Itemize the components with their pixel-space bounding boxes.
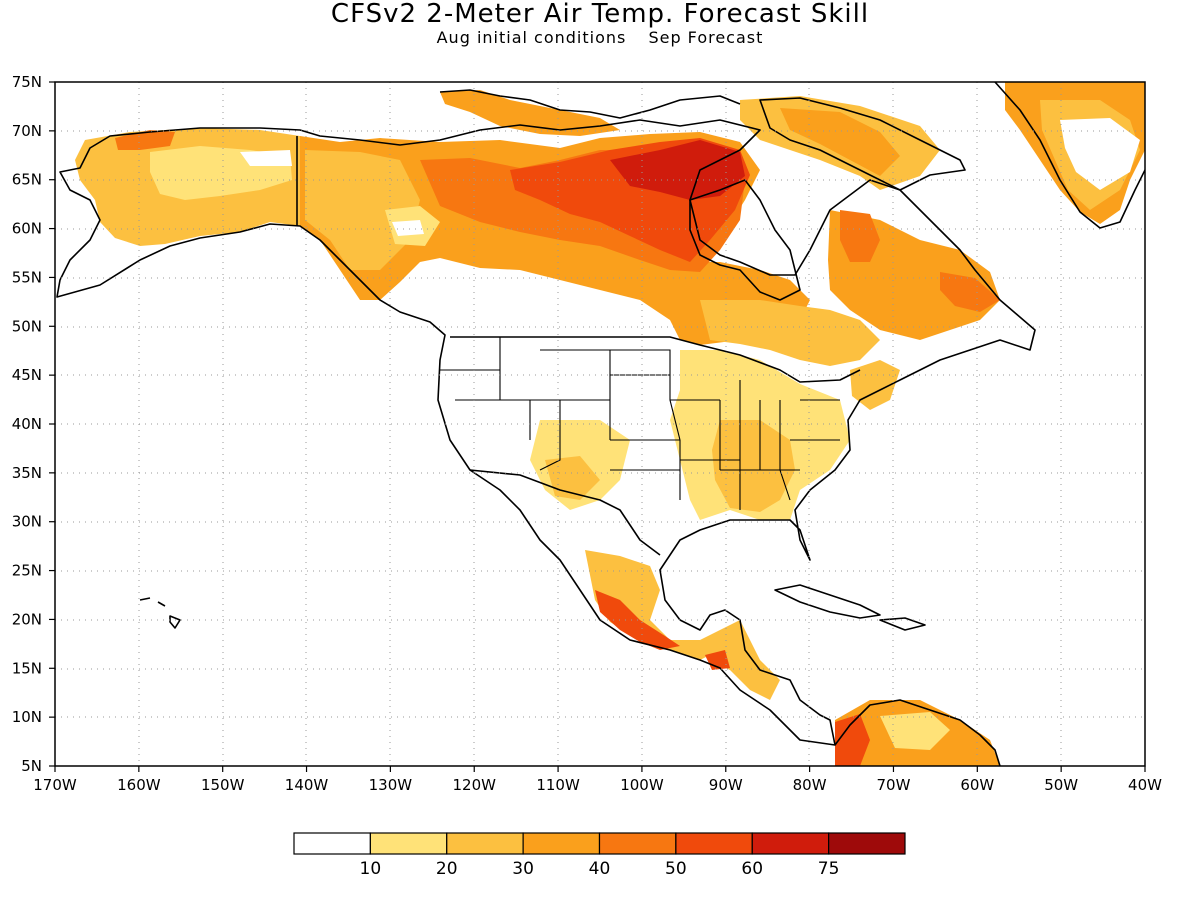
latitude-label: 15N (12, 659, 42, 677)
skill-arctic-east-orange (780, 108, 900, 176)
coastline-arctic-islands (439, 89, 741, 119)
latitude-label: 70N (12, 122, 42, 140)
colorbar-swatch (446, 832, 524, 855)
colorbar-swatch (751, 832, 830, 855)
skill-us-northeast (850, 360, 900, 410)
skill-us-southeast (712, 420, 795, 512)
longitude-label: 110W (536, 776, 580, 794)
map-gridlines (55, 82, 1145, 766)
longitude-label: 160W (117, 776, 161, 794)
coastline-cuba (774, 584, 881, 619)
map-plot-area (55, 82, 1145, 766)
skill-canada-darkred (610, 140, 745, 200)
skill-canada-white (392, 220, 424, 236)
border-us-mexico (469, 469, 661, 556)
colorbar-swatch (675, 832, 753, 855)
colorbar-swatch (828, 832, 906, 855)
longitude-label: 40W (1128, 776, 1162, 794)
latitude-label: 35N (12, 464, 42, 482)
longitude-label: 120W (452, 776, 496, 794)
latitude-label: 45N (12, 366, 42, 384)
skill-arctic-islands (440, 90, 620, 136)
latitude-labels: 75N 70N 65N 60N 55N 50N 45N 40N 35N 30N 25N 20N 15N 1… (12, 73, 42, 775)
coastline-baffin-island (759, 97, 966, 191)
colorbar-label: 20 (436, 859, 458, 879)
colorbar-label: 50 (665, 859, 687, 879)
longitude-label: 50W (1044, 776, 1078, 794)
longitude-ticks (54, 766, 1146, 772)
skill-labrador-red (940, 272, 1000, 312)
longitude-label: 80W (793, 776, 827, 794)
longitude-label: 130W (369, 776, 413, 794)
latitude-label: 50N (12, 317, 42, 335)
latitude-label: 5N (21, 757, 42, 775)
latitude-label: 25N (12, 562, 42, 580)
map-subtitle: Aug initial conditions Sep Forecast (0, 29, 1200, 47)
latitude-label: 30N (12, 513, 42, 531)
skill-alaska-white (240, 150, 292, 166)
longitude-label: 90W (709, 776, 743, 794)
latitude-label: 75N (12, 73, 42, 91)
latitude-label: 20N (12, 610, 42, 628)
latitude-label: 40N (12, 415, 42, 433)
colorbar-swatch (598, 832, 677, 855)
colorbar-label: 75 (818, 859, 840, 879)
map-title: CFSv2 2-Meter Air Temp. Forecast Skill (330, 0, 870, 29)
skill-ontario-quebec (700, 300, 880, 366)
border-us-canada (450, 336, 861, 383)
colorbar-swatch (293, 832, 371, 855)
skill-central-america (700, 620, 780, 700)
latitude-label: 65N (12, 171, 42, 189)
longitude-labels: 170W 160W 150W 140W 130W 120W 110W 100W 90W 80W 70… (33, 776, 1162, 794)
colorbar (293, 832, 906, 855)
subtitle-forecast: Sep Forecast (648, 28, 764, 47)
latitude-label: 55N (12, 268, 42, 286)
longitude-label: 60W (960, 776, 994, 794)
skill-mexico (585, 550, 720, 660)
skill-greenland-white (1060, 118, 1140, 190)
coastline-hispaniola (879, 617, 926, 631)
skill-south-america-low (880, 712, 950, 750)
colorbar-label: 40 (589, 859, 611, 879)
colorbar-swatch (522, 832, 601, 855)
skill-quebec-red (840, 210, 880, 262)
colorbar-labels: 10 20 30 40 50 60 75 (360, 859, 840, 879)
longitude-label: 150W (201, 776, 245, 794)
coastline-hudson-bay (689, 179, 801, 301)
subtitle-initial-conditions: Aug initial conditions (436, 28, 627, 47)
state-borders (440, 337, 840, 510)
skill-shading (75, 82, 1145, 766)
skill-alaska-north (115, 130, 175, 150)
colorbar-label: 60 (741, 859, 763, 879)
latitude-label: 60N (12, 220, 42, 238)
colorbar-label: 10 (360, 859, 382, 879)
coastline-greenland (994, 82, 1145, 229)
longitude-label: 70W (877, 776, 911, 794)
colorbar-swatch (369, 832, 448, 855)
longitude-label: 100W (620, 776, 664, 794)
latitude-label: 10N (12, 708, 42, 726)
coastline-north-america (56, 119, 1036, 746)
longitude-label: 140W (285, 776, 329, 794)
skill-south-america-red (835, 714, 870, 766)
coastline-south-america (834, 699, 1001, 766)
map-outlines (56, 82, 1145, 766)
latitude-ticks (49, 81, 55, 767)
colorbar-label: 30 (512, 859, 534, 879)
longitude-label: 170W (33, 776, 77, 794)
